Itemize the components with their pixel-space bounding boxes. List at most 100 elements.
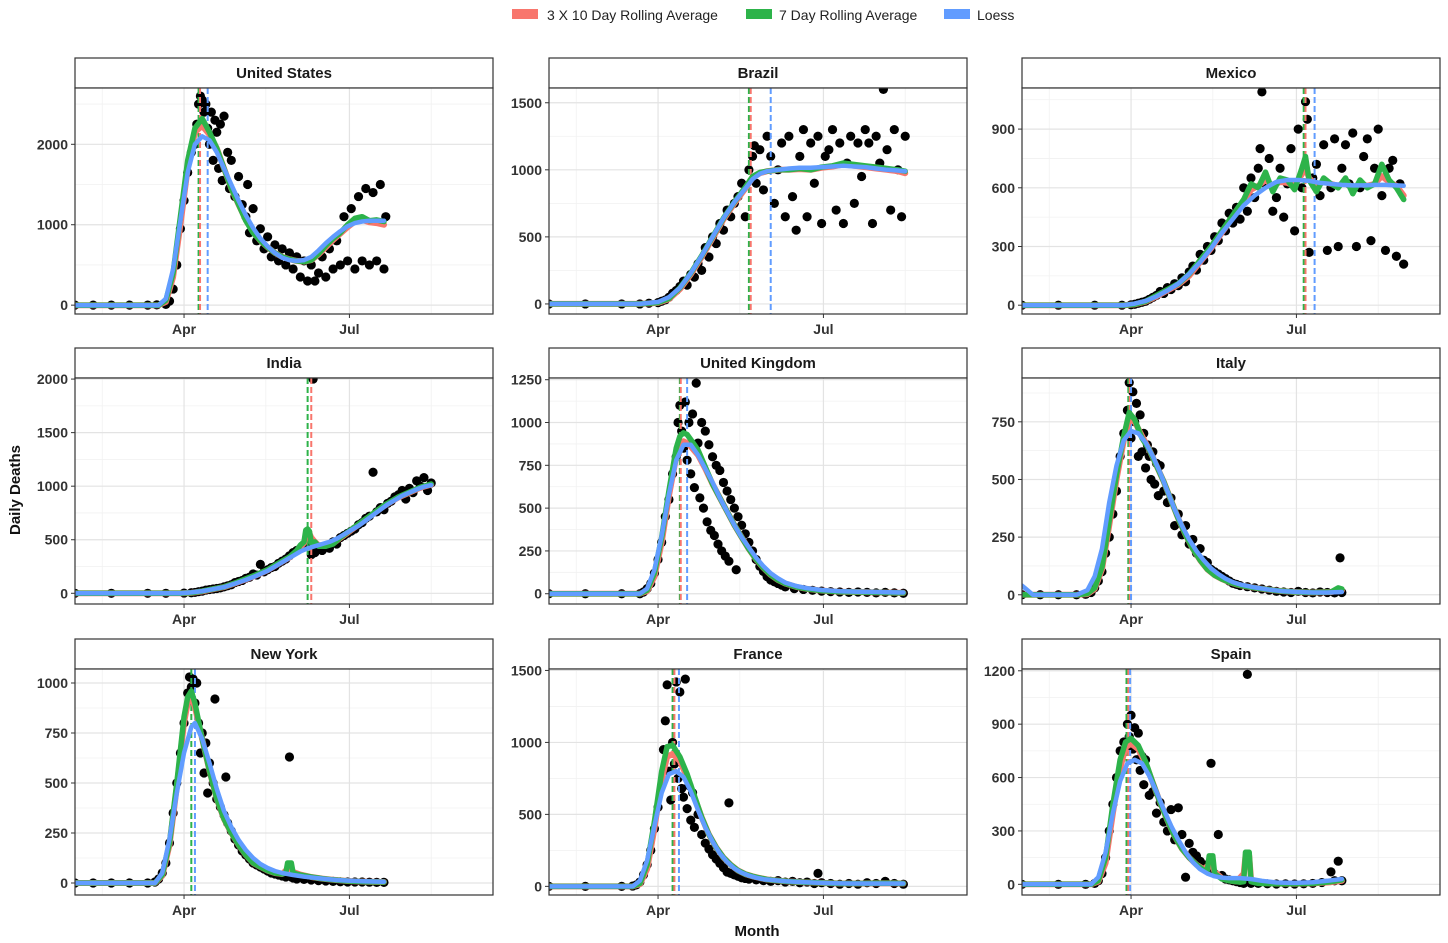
series-line-loess: [75, 134, 387, 308]
data-point: [1242, 669, 1252, 679]
data-point: [704, 252, 714, 262]
data-point: [1133, 728, 1143, 738]
data-point: [1253, 163, 1263, 173]
data-point: [780, 212, 790, 222]
data-point: [860, 124, 870, 135]
y-tick-label: 1500: [511, 95, 542, 111]
legend-label: Loess: [977, 7, 1014, 23]
data-point: [809, 178, 819, 188]
x-tick-label: Jul: [813, 902, 833, 918]
data-point: [346, 204, 356, 214]
data-point: [755, 145, 765, 155]
facet-strip: [74, 57, 494, 89]
x-axis-title: Month: [735, 923, 780, 940]
y-tick-label: 0: [1007, 587, 1015, 603]
data-point: [1380, 245, 1391, 256]
legend-swatch: [746, 9, 772, 19]
data-point: [853, 138, 863, 148]
data-point: [686, 469, 696, 479]
data-point: [328, 264, 338, 274]
data-point: [210, 694, 220, 704]
data-point: [339, 212, 349, 222]
data-point: [886, 205, 896, 215]
data-point: [787, 192, 798, 202]
data-point: [784, 131, 794, 141]
data-point: [1304, 247, 1314, 257]
legend: 3 X 10 Day Rolling Average 7 Day Rolling …: [512, 7, 1014, 23]
data-point: [698, 503, 709, 513]
data-point: [1399, 259, 1409, 269]
data-point: [248, 204, 258, 214]
facet-title: Spain: [1211, 646, 1252, 663]
data-point: [695, 493, 705, 503]
series-line-loess: [549, 442, 906, 596]
series-line-loess: [1022, 177, 1406, 308]
data-point: [1286, 144, 1296, 154]
data-point: [219, 111, 229, 121]
data-point: [824, 145, 834, 155]
facet-title: France: [733, 646, 782, 663]
data-point: [769, 198, 779, 208]
y-tick-label: 0: [60, 875, 68, 891]
plot-area: [1022, 88, 1440, 314]
facet-title: India: [266, 355, 302, 372]
data-point: [1335, 553, 1345, 563]
x-tick-label: Apr: [172, 321, 197, 337]
y-tick-label: 1200: [984, 663, 1015, 679]
data-point: [364, 260, 375, 270]
data-point: [682, 804, 692, 814]
data-point: [1235, 214, 1245, 224]
data-point: [1362, 134, 1372, 144]
y-tick-label: 1250: [511, 372, 542, 388]
y-tick-label: 300: [992, 823, 1016, 839]
data-point: [871, 131, 881, 141]
data-point: [835, 138, 845, 148]
data-point: [1268, 206, 1278, 216]
panel-border: [548, 87, 968, 315]
data-point: [864, 138, 874, 148]
y-tick-label: 500: [45, 775, 69, 791]
series-line-loess: [549, 768, 906, 889]
facet-panel: United States 0 1000 2000 Apr Jul: [37, 57, 494, 337]
data-point: [192, 678, 202, 688]
y-tick-label: 500: [519, 229, 543, 245]
data-point: [1311, 159, 1322, 169]
y-axis-title: Daily Deaths: [7, 445, 24, 535]
data-point: [343, 256, 353, 266]
data-point: [687, 409, 698, 419]
data-point: [303, 276, 313, 286]
panel-border: [548, 668, 968, 896]
facet-strip: [548, 638, 968, 670]
plot-area: [75, 88, 493, 314]
data-point: [737, 520, 747, 530]
data-point: [353, 191, 364, 202]
y-tick-label: 500: [45, 532, 69, 548]
x-tick-label: Jul: [339, 321, 359, 337]
panel-border: [74, 377, 494, 605]
y-tick-label: 500: [992, 471, 1016, 487]
data-point: [199, 107, 209, 117]
data-point: [1275, 163, 1285, 173]
data-point: [817, 218, 827, 229]
legend-label: 7 Day Rolling Average: [779, 7, 917, 23]
data-point: [697, 417, 707, 428]
data-point: [1151, 808, 1162, 818]
data-point: [820, 151, 830, 162]
data-point: [215, 119, 225, 129]
x-tick-label: Apr: [172, 902, 197, 918]
data-point: [1333, 856, 1343, 866]
data-point: [263, 232, 273, 242]
data-point: [827, 124, 838, 135]
data-point: [1322, 245, 1332, 256]
facet-title: New York: [251, 646, 319, 663]
data-point: [1337, 163, 1347, 173]
data-point: [856, 171, 867, 182]
data-point: [1293, 124, 1303, 134]
data-point: [199, 768, 209, 778]
data-point: [206, 107, 216, 117]
data-point: [203, 788, 213, 798]
data-point: [691, 378, 701, 388]
x-tick-label: Jul: [813, 321, 833, 337]
y-tick-label: 250: [992, 529, 1016, 545]
data-point: [1213, 829, 1223, 840]
